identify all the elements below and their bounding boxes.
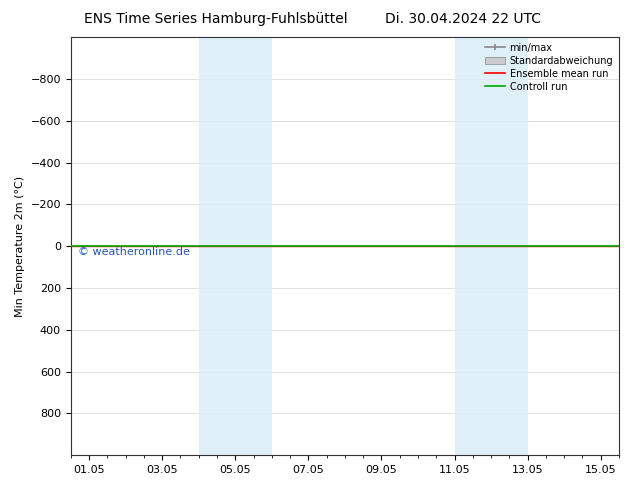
Text: Di. 30.04.2024 22 UTC: Di. 30.04.2024 22 UTC: [385, 12, 541, 26]
Text: ENS Time Series Hamburg-Fuhlsbüttel: ENS Time Series Hamburg-Fuhlsbüttel: [84, 12, 347, 26]
Y-axis label: Min Temperature 2m (°C): Min Temperature 2m (°C): [15, 175, 25, 317]
Bar: [455, 37, 527, 455]
Text: © weatheronline.de: © weatheronline.de: [78, 246, 190, 257]
Bar: [198, 37, 272, 455]
Legend: min/max, Standardabweichung, Ensemble mean run, Controll run: min/max, Standardabweichung, Ensemble me…: [481, 39, 617, 96]
